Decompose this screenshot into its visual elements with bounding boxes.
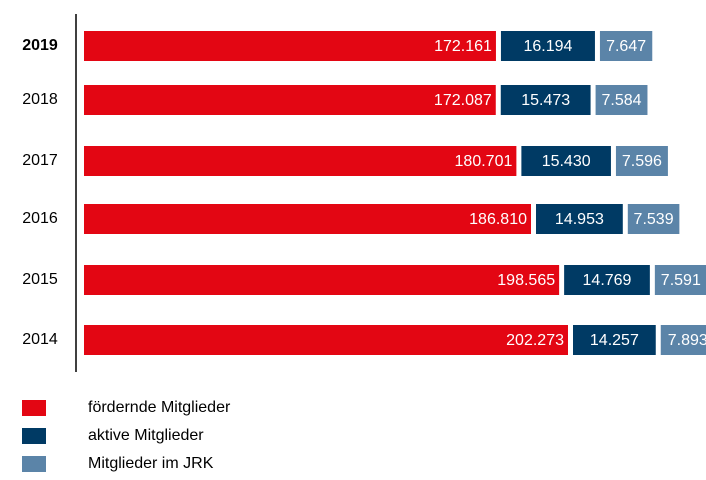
y-tick-label: 2014 <box>22 331 58 348</box>
value-label: 202.273 <box>506 332 564 349</box>
bar <box>500 31 595 61</box>
value-label: 7.893 <box>668 332 706 349</box>
bar <box>654 265 706 295</box>
value-label: 180.701 <box>455 153 513 170</box>
bar <box>599 31 653 61</box>
value-label: 172.087 <box>434 92 492 109</box>
value-label: 15.430 <box>542 153 591 170</box>
legend-label: aktive Mitglieder <box>88 427 204 444</box>
value-label: 14.953 <box>555 211 604 228</box>
value-label: 7.596 <box>622 153 662 170</box>
y-tick-label: 2017 <box>22 152 58 169</box>
value-label: 7.647 <box>606 38 646 55</box>
y-tick-label: 2016 <box>22 210 58 227</box>
bar <box>615 146 668 176</box>
value-label: 16.194 <box>523 38 572 55</box>
legend-swatch <box>22 428 46 444</box>
value-label: 186.810 <box>469 211 527 228</box>
bar <box>521 146 611 176</box>
bar <box>84 265 560 295</box>
bar <box>84 325 568 355</box>
bar <box>500 85 591 115</box>
bar <box>84 204 531 234</box>
bar <box>660 325 706 355</box>
y-tick-label: 2019 <box>22 37 58 54</box>
legend-label: Mitglieder im JRK <box>88 455 214 472</box>
bar <box>573 325 656 355</box>
legend-swatch <box>22 400 46 416</box>
bar <box>595 85 648 115</box>
value-label: 14.257 <box>590 332 639 349</box>
bar <box>84 146 517 176</box>
legend-swatch <box>22 456 46 472</box>
value-label: 198.565 <box>497 272 555 289</box>
value-label: 7.539 <box>634 211 674 228</box>
value-label: 15.473 <box>521 92 570 109</box>
bar <box>84 31 496 61</box>
bar <box>84 85 496 115</box>
bar <box>627 204 680 234</box>
value-label: 7.591 <box>661 272 701 289</box>
value-label: 7.584 <box>602 92 642 109</box>
legend-label: fördernde Mitglieder <box>88 399 231 416</box>
value-label: 14.769 <box>583 272 632 289</box>
bar <box>536 204 623 234</box>
bar <box>564 265 650 295</box>
y-tick-label: 2018 <box>22 91 58 108</box>
y-tick-label: 2015 <box>22 271 58 288</box>
value-label: 172.161 <box>434 38 492 55</box>
